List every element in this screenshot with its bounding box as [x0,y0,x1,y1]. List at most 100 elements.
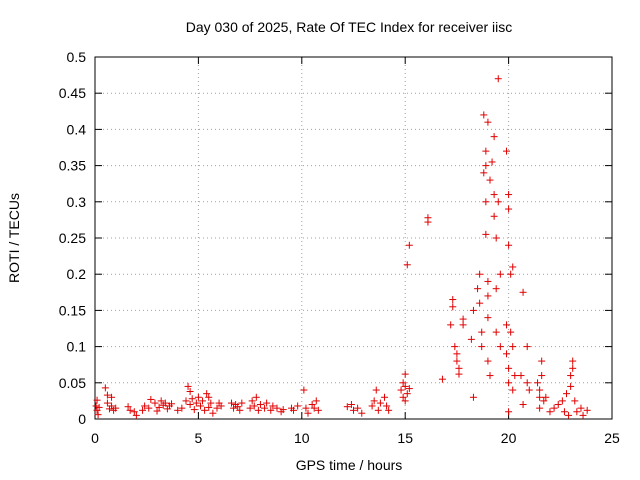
data-point [482,230,490,238]
data-point [108,402,116,410]
data-point [488,158,496,166]
data-point [126,406,134,414]
data-point [494,75,502,83]
data-point [505,408,513,416]
data-point [385,406,393,414]
data-point [93,396,101,404]
data-point [397,386,405,394]
data-point [399,393,407,401]
data-point [139,406,147,414]
data-point [95,403,103,411]
data-point [536,386,544,394]
data-point [279,406,287,414]
data-point [505,241,513,249]
data-point [503,321,511,329]
data-point [213,404,221,412]
data-point [141,402,149,410]
data-point [103,391,111,399]
data-point [199,397,207,405]
chart-title: Day 030 of 2025, Rate Of TEC Index for r… [186,19,513,35]
data-point [482,198,490,206]
data-point [101,384,109,392]
data-point [269,402,277,410]
data-point [569,357,577,365]
data-point [560,408,568,416]
data-point [217,402,225,410]
data-point [503,147,511,155]
data-point [534,379,542,387]
data-point [182,397,190,405]
data-point [571,397,579,405]
data-point [250,402,258,410]
data-point [155,403,163,411]
data-point [94,411,102,419]
x-tick-label: 5 [195,430,203,446]
data-point [112,404,120,412]
data-point [507,270,515,278]
data-point [374,406,382,414]
data-point [108,393,116,401]
data-point [130,408,138,416]
data-point [370,397,378,405]
data-point [103,399,111,407]
data-point [503,350,511,358]
y-tick-label: 0.1 [67,339,87,355]
data-point [300,386,308,394]
data-point [399,379,407,387]
y-tick-label: 0.25 [59,230,86,246]
data-point [467,335,475,343]
data-point [438,375,446,383]
data-point [509,386,517,394]
data-point [161,399,169,407]
data-point [563,390,571,398]
y-tick-label: 0.35 [59,158,86,174]
y-axis-label: ROTI / TECUs [6,193,22,283]
data-point [536,393,544,401]
data-point [354,404,362,412]
data-point [480,169,488,177]
data-point [252,393,260,401]
data-point [294,402,302,410]
x-tick-label: 25 [604,430,620,446]
data-point [314,406,322,414]
data-point [496,270,504,278]
data-point [151,399,159,407]
data-point [447,321,455,329]
data-point [476,270,484,278]
data-point [401,397,409,405]
data-point [469,306,477,314]
x-tick-label: 10 [294,430,310,446]
data-point [480,111,488,119]
data-point [401,382,409,390]
data-point [453,357,461,365]
data-point [565,411,573,419]
data-point [478,328,486,336]
data-point [451,343,459,351]
data-point [401,370,409,378]
data-point [484,277,492,285]
data-point [496,343,504,351]
data-point [372,386,380,394]
grid-lines [95,57,612,419]
x-axis-label: GPS time / hours [296,457,403,473]
data-point [577,404,585,412]
data-point [207,399,215,407]
data-point [234,403,242,411]
data-point [145,404,153,412]
data-point [482,162,490,170]
data-point [538,372,546,380]
data-point [517,372,525,380]
data-point [261,404,269,412]
data-point [569,364,577,372]
data-point [209,409,217,417]
data-point [403,261,411,269]
data-point [453,350,461,358]
data-point [540,397,548,405]
axis-ticks: 0 0.05 0.1 0.15 0.2 0.25 0.3 0.35 0.4 0.45 0.5 0 5 10… [59,49,620,446]
data-point [236,406,244,414]
x-tick-label: 20 [501,430,517,446]
y-tick-label: 0.45 [59,85,86,101]
data-point [157,397,165,405]
data-point [273,404,281,412]
data-point [132,411,140,419]
